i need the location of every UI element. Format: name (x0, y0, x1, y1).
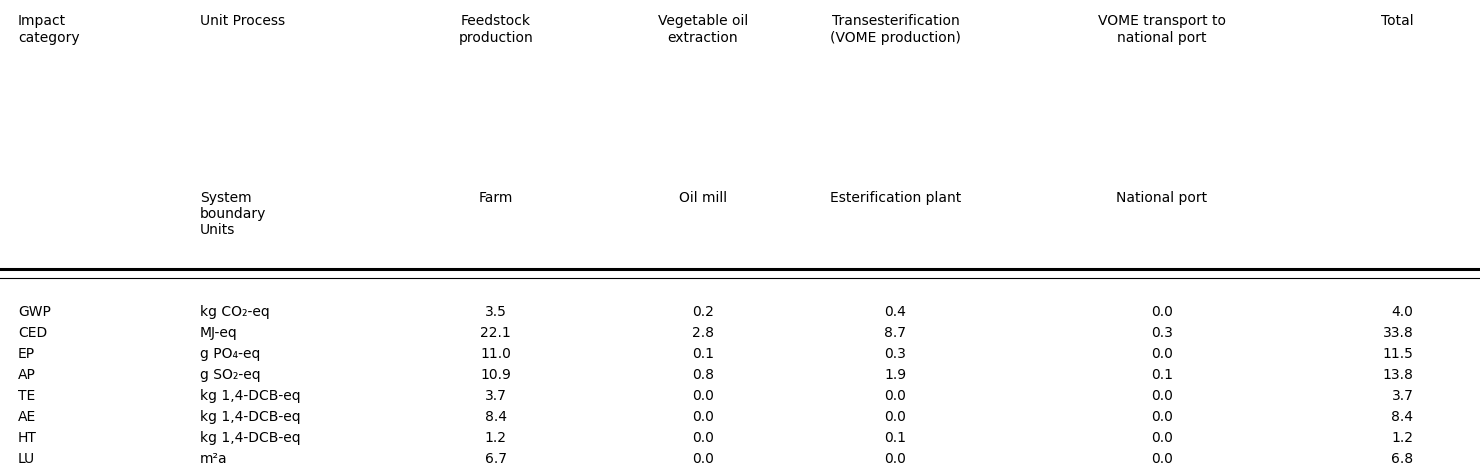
Text: 6.7: 6.7 (485, 451, 506, 465)
Text: 1.9: 1.9 (885, 367, 906, 381)
Text: g PO₄-eq: g PO₄-eq (200, 347, 260, 360)
Text: 0.0: 0.0 (885, 451, 906, 465)
Text: AP: AP (18, 367, 36, 381)
Text: 8.4: 8.4 (1391, 409, 1413, 423)
Text: CED: CED (18, 326, 47, 339)
Text: 0.0: 0.0 (693, 430, 713, 444)
Text: Farm: Farm (478, 190, 514, 204)
Text: Vegetable oil
extraction: Vegetable oil extraction (659, 14, 747, 44)
Text: 22.1: 22.1 (481, 326, 511, 339)
Text: 6.8: 6.8 (1391, 451, 1413, 465)
Text: m²a: m²a (200, 451, 228, 465)
Text: MJ-eq: MJ-eq (200, 326, 238, 339)
Text: 8.4: 8.4 (485, 409, 506, 423)
Text: 0.0: 0.0 (1151, 347, 1172, 360)
Text: Feedstock
production: Feedstock production (459, 14, 533, 44)
Text: 0.1: 0.1 (885, 430, 906, 444)
Text: System
boundary
Units: System boundary Units (200, 190, 266, 237)
Text: 13.8: 13.8 (1382, 367, 1413, 381)
Text: TE: TE (18, 388, 36, 402)
Text: 0.8: 0.8 (693, 367, 713, 381)
Text: 0.3: 0.3 (885, 347, 906, 360)
Text: 0.1: 0.1 (693, 347, 713, 360)
Text: 0.0: 0.0 (1151, 451, 1172, 465)
Text: 0.0: 0.0 (1151, 388, 1172, 402)
Text: Transesterification
(VOME production): Transesterification (VOME production) (830, 14, 961, 44)
Text: National port: National port (1116, 190, 1208, 204)
Text: 1.2: 1.2 (485, 430, 506, 444)
Text: 0.4: 0.4 (885, 305, 906, 319)
Text: kg 1,4-DCB-eq: kg 1,4-DCB-eq (200, 388, 300, 402)
Text: 0.0: 0.0 (1151, 305, 1172, 319)
Text: g SO₂-eq: g SO₂-eq (200, 367, 260, 381)
Text: 11.5: 11.5 (1382, 347, 1413, 360)
Text: kg 1,4-DCB-eq: kg 1,4-DCB-eq (200, 409, 300, 423)
Text: 0.0: 0.0 (885, 388, 906, 402)
Text: 4.0: 4.0 (1391, 305, 1413, 319)
Text: Impact
category: Impact category (18, 14, 80, 44)
Text: 1.2: 1.2 (1391, 430, 1413, 444)
Text: 3.5: 3.5 (485, 305, 506, 319)
Text: 33.8: 33.8 (1382, 326, 1413, 339)
Text: GWP: GWP (18, 305, 50, 319)
Text: AE: AE (18, 409, 36, 423)
Text: 0.0: 0.0 (693, 388, 713, 402)
Text: VOME transport to
national port: VOME transport to national port (1098, 14, 1225, 44)
Text: 0.0: 0.0 (693, 409, 713, 423)
Text: 3.7: 3.7 (1391, 388, 1413, 402)
Text: 10.9: 10.9 (481, 367, 511, 381)
Text: 0.0: 0.0 (1151, 409, 1172, 423)
Text: 8.7: 8.7 (885, 326, 906, 339)
Text: 2.8: 2.8 (693, 326, 713, 339)
Text: 11.0: 11.0 (481, 347, 511, 360)
Text: Oil mill: Oil mill (679, 190, 727, 204)
Text: 0.1: 0.1 (1151, 367, 1172, 381)
Text: 0.0: 0.0 (885, 409, 906, 423)
Text: LU: LU (18, 451, 36, 465)
Text: kg CO₂-eq: kg CO₂-eq (200, 305, 269, 319)
Text: kg 1,4-DCB-eq: kg 1,4-DCB-eq (200, 430, 300, 444)
Text: EP: EP (18, 347, 36, 360)
Text: HT: HT (18, 430, 37, 444)
Text: 0.0: 0.0 (1151, 430, 1172, 444)
Text: Esterification plant: Esterification plant (830, 190, 961, 204)
Text: 0.3: 0.3 (1151, 326, 1172, 339)
Text: 3.7: 3.7 (485, 388, 506, 402)
Text: Total: Total (1381, 14, 1413, 28)
Text: Unit Process: Unit Process (200, 14, 286, 28)
Text: 0.0: 0.0 (693, 451, 713, 465)
Text: 0.2: 0.2 (693, 305, 713, 319)
